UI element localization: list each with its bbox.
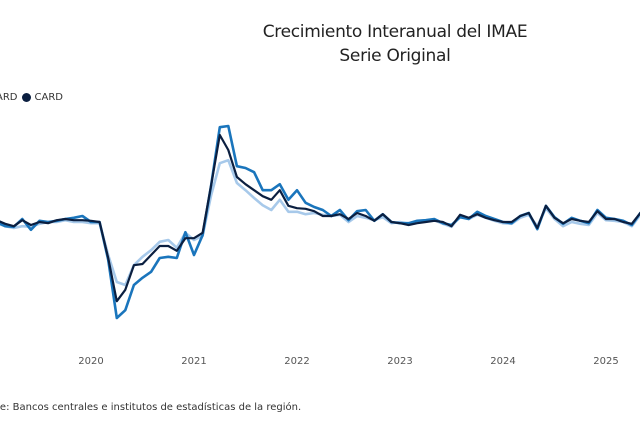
legend-label-ard: ARD: [0, 92, 18, 103]
legend-dot-card: [21, 93, 31, 102]
source-note: te: Bancos centrales e institutos de est…: [0, 402, 302, 413]
legend: ARD CARD: [0, 92, 63, 103]
x-tick-label: 2021: [181, 356, 206, 367]
x-tick-label: 2025: [593, 356, 618, 367]
chart-title-block: Crecimiento Interanual del IMAE Serie Or…: [0, 20, 640, 68]
x-tick-label: 2023: [387, 356, 412, 367]
x-tick-label: 2022: [284, 356, 309, 367]
x-tick-label: 2020: [78, 356, 103, 367]
series-line-card: [0, 133, 640, 303]
legend-label-card: CARD: [34, 92, 63, 103]
chart-subtitle: Serie Original: [339, 46, 451, 66]
chart-title: Crecimiento Interanual del IMAE: [262, 22, 528, 42]
x-tick-label: 2024: [490, 356, 515, 367]
